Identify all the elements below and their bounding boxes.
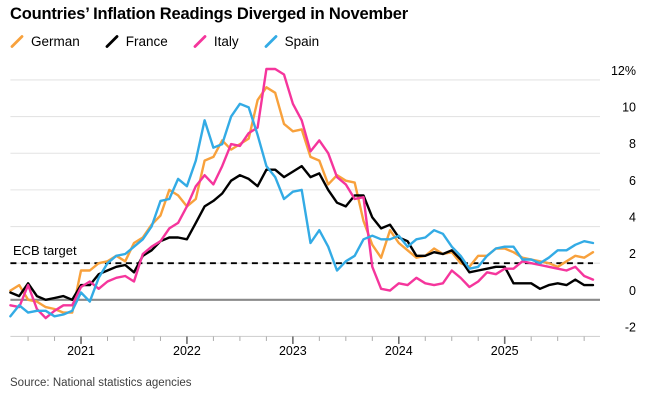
ecb-target-label: ECB target bbox=[13, 243, 77, 258]
legend-label: France bbox=[125, 34, 168, 49]
y-tick-label-8: 8 bbox=[629, 137, 636, 151]
x-tick-label-2023: 2023 bbox=[279, 344, 307, 358]
x-tick-label-2022: 2022 bbox=[173, 344, 201, 358]
chart-title: Countries’ Inflation Readings Diverged i… bbox=[10, 5, 408, 23]
x-tick-label-2024: 2024 bbox=[385, 344, 413, 358]
series-line-italy bbox=[9, 67, 595, 320]
y-tick-label--2: -2 bbox=[625, 320, 636, 334]
legend-label: German bbox=[31, 34, 80, 49]
y-tick-label-12: 12% bbox=[611, 64, 636, 78]
legend-slash-icon-german bbox=[10, 35, 24, 48]
x-tick-label-2021: 2021 bbox=[67, 344, 95, 358]
x-tick-label-2025: 2025 bbox=[491, 344, 519, 358]
series-line-spain bbox=[9, 102, 595, 318]
y-tick-label-0: 0 bbox=[629, 284, 636, 298]
legend-label: Italy bbox=[213, 34, 239, 49]
legend-item-italy[interactable]: Italy bbox=[193, 34, 239, 49]
legend-item-german[interactable]: German bbox=[10, 34, 80, 49]
y-tick-label-6: 6 bbox=[629, 174, 636, 188]
legend-slash-icon-italy bbox=[193, 35, 207, 48]
legend-item-spain[interactable]: Spain bbox=[264, 34, 320, 49]
source-note: Source: National statistics agencies bbox=[10, 377, 192, 389]
legend-slash-icon-france bbox=[105, 35, 119, 48]
chart-legend: German France Italy Spain bbox=[10, 34, 319, 49]
series-line-france bbox=[9, 164, 595, 301]
legend-item-france[interactable]: France bbox=[105, 34, 168, 49]
y-tick-label-2: 2 bbox=[629, 247, 636, 261]
y-tick-label-4: 4 bbox=[629, 211, 636, 225]
y-tick-label-10: 10 bbox=[622, 101, 636, 115]
legend-slash-icon-spain bbox=[264, 35, 277, 48]
legend-label: Spain bbox=[284, 34, 320, 49]
